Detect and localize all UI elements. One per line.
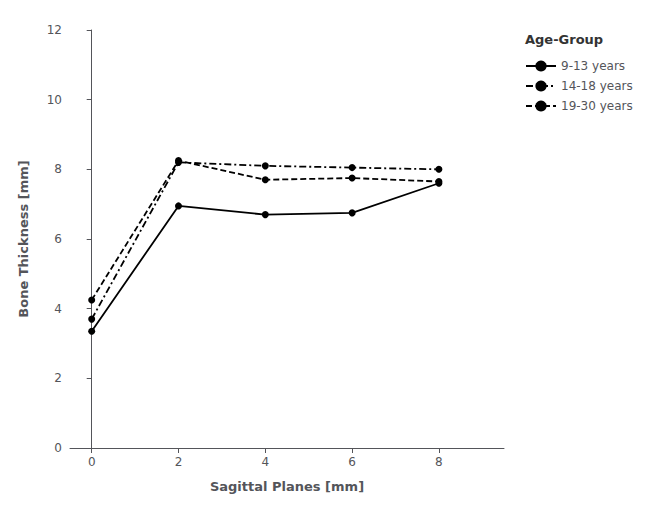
svg-text:19-30 years: 19-30 years <box>561 99 633 113</box>
svg-text:2: 2 <box>175 455 183 469</box>
svg-text:6: 6 <box>54 232 62 246</box>
svg-text:14-18 years: 14-18 years <box>561 79 633 93</box>
svg-text:2: 2 <box>54 371 62 385</box>
svg-text:Age-Group: Age-Group <box>525 32 603 47</box>
svg-text:12: 12 <box>47 23 62 37</box>
svg-text:6: 6 <box>348 455 356 469</box>
svg-text:Bone Thickness [mm]: Bone Thickness [mm] <box>16 160 31 317</box>
svg-text:0: 0 <box>54 441 62 455</box>
svg-text:4: 4 <box>54 302 62 316</box>
svg-text:8: 8 <box>435 455 443 469</box>
svg-text:10: 10 <box>47 93 62 107</box>
svg-text:0: 0 <box>88 455 96 469</box>
svg-text:8: 8 <box>54 162 62 176</box>
svg-text:4: 4 <box>261 455 269 469</box>
svg-text:Sagittal Planes [mm]: Sagittal Planes [mm] <box>210 479 364 494</box>
svg-text:9-13 years: 9-13 years <box>561 59 625 73</box>
